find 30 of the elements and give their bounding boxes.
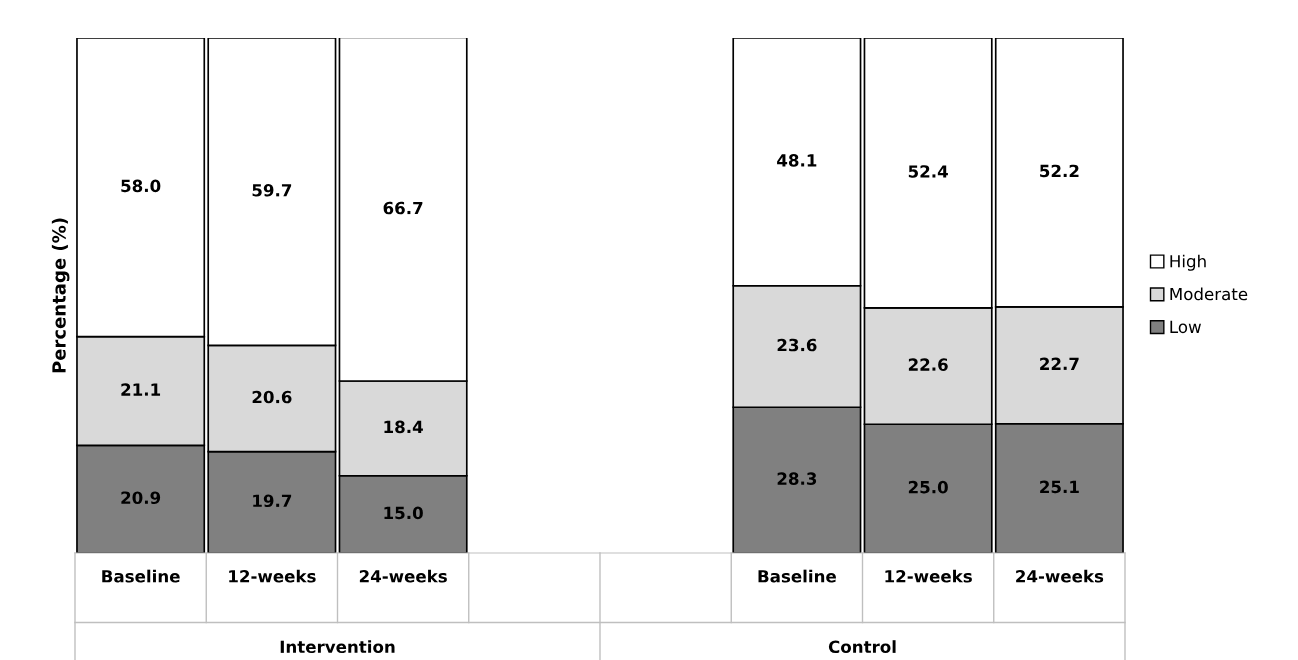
- data-label: 52.4: [908, 165, 948, 178]
- y-axis-title: Percentage (%): [51, 218, 70, 373]
- data-label: 66.7: [383, 201, 423, 215]
- data-label: 15.0: [384, 506, 423, 520]
- data-label: 58.0: [121, 179, 161, 193]
- x-tick-label: 12-weeks: [885, 569, 972, 583]
- text: Intervention: [280, 640, 395, 654]
- data-label: 21.1: [121, 383, 161, 396]
- data-label: 25.0: [908, 480, 948, 494]
- x-tick-label: 12-weeks: [229, 569, 316, 583]
- x-tick-label: Baseline: [102, 569, 180, 583]
- data-label: 48.1: [777, 154, 817, 167]
- legend-label: Moderate: [1170, 287, 1248, 301]
- data-label: 22.7: [1040, 357, 1079, 370]
- data-label: 25.1: [1040, 480, 1079, 494]
- data-label: 18.4: [384, 420, 423, 434]
- data-label: 22.6: [908, 358, 948, 371]
- x-tick-label: 24-weeks: [359, 569, 447, 583]
- legend-label: Low: [1170, 320, 1201, 334]
- legend-label: High: [1170, 254, 1206, 271]
- data-label: 28.3: [777, 472, 817, 485]
- data-label: 23.6: [777, 338, 817, 352]
- text: Control: [828, 640, 896, 654]
- data-label: 59.7: [252, 183, 292, 197]
- x-tick-label: Baseline: [758, 569, 836, 583]
- data-label: 20.6: [252, 390, 292, 404]
- data-label: 19.7: [253, 494, 292, 508]
- x-tick-label: 24-weeks: [1016, 569, 1104, 583]
- data-label: 20.9: [121, 491, 161, 505]
- data-label: 52.2: [1040, 164, 1079, 178]
